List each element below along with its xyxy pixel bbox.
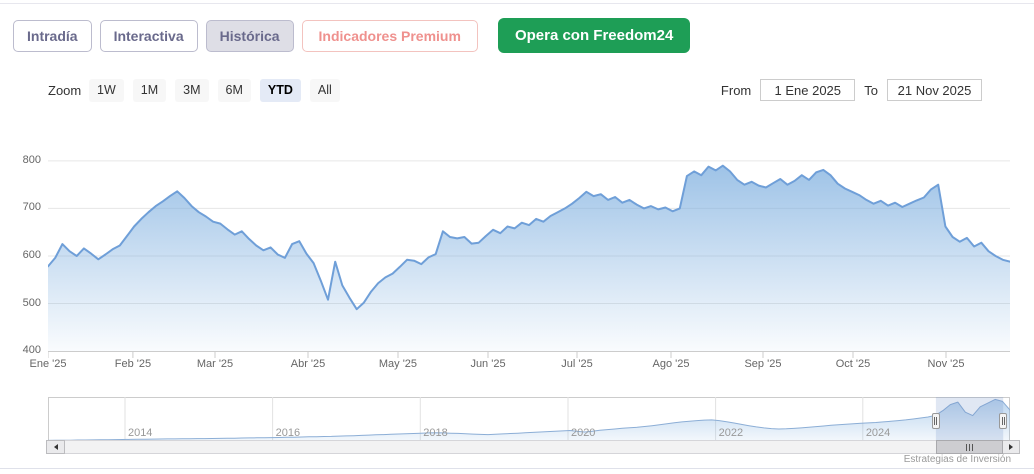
grip-icon xyxy=(1003,417,1005,425)
price-line xyxy=(48,164,1010,311)
y-axis-label: 600 xyxy=(22,248,41,261)
tab-indicadores-premium[interactable]: Indicadores Premium xyxy=(301,19,478,52)
main-price-chart[interactable] xyxy=(48,130,1010,359)
scrollbar-right-button[interactable] xyxy=(1001,440,1020,454)
navigator-chart[interactable] xyxy=(48,397,1010,443)
to-label: To xyxy=(864,82,878,98)
x-axis-label: Jul '25 xyxy=(561,358,593,370)
navigator-year-label: 2014 xyxy=(127,427,153,439)
navigator-right-handle[interactable] xyxy=(999,413,1008,429)
navigator-year-label: 2016 xyxy=(275,427,301,439)
to-date-input[interactable] xyxy=(887,79,982,101)
tab-intradia[interactable]: Intradía xyxy=(13,19,92,52)
grip-icon xyxy=(1001,417,1003,425)
navigator-year-label: 2024 xyxy=(865,427,891,439)
zoom-ytd-button[interactable]: YTD xyxy=(259,79,301,102)
x-axis-label: Ago '25 xyxy=(652,358,690,370)
navigator-year-label: 2022 xyxy=(718,427,744,439)
navigator-left-handle[interactable] xyxy=(931,413,940,429)
scroll-right-icon xyxy=(1008,444,1013,450)
x-axis-label: Jun '25 xyxy=(470,358,506,370)
zoom-1w-button[interactable]: 1W xyxy=(89,79,124,102)
x-axis-label: Ene '25 xyxy=(29,358,67,370)
navigator-area-fill xyxy=(48,399,1010,442)
grip-icon xyxy=(934,417,936,425)
x-axis-label: Oct '25 xyxy=(835,358,871,370)
freedom24-button[interactable]: Opera con Freedom24 xyxy=(497,18,691,53)
navigator-year-label: 2018 xyxy=(423,427,448,439)
y-axis-label: 700 xyxy=(22,201,41,214)
grip-icon xyxy=(969,443,970,451)
bottom-divider xyxy=(0,468,1034,469)
area-series-fill xyxy=(48,165,1010,352)
grip-icon xyxy=(972,443,973,451)
y-axis-label: 500 xyxy=(22,296,41,309)
navigator-year-label: 2020 xyxy=(570,427,596,439)
tab-historica[interactable]: Histórica xyxy=(205,19,294,52)
zoom-1m-button[interactable]: 1M xyxy=(132,79,167,102)
chart-tabs: Intradía Interactiva Histórica Indicador… xyxy=(13,18,691,53)
zoom-3m-button[interactable]: 3M xyxy=(175,79,209,102)
x-axis-label: Nov '25 xyxy=(927,358,965,370)
from-label: From xyxy=(720,82,752,98)
scrollbar-left-button[interactable] xyxy=(46,440,65,454)
y-axis-label: 800 xyxy=(22,153,41,166)
x-axis-label: Sep '25 xyxy=(744,358,782,370)
x-axis-label: Abr '25 xyxy=(290,358,326,370)
scrollbar-thumb[interactable] xyxy=(936,440,1003,454)
zoom-all-button[interactable]: All xyxy=(309,79,340,102)
grip-icon xyxy=(936,417,938,425)
zoom-6m-button[interactable]: 6M xyxy=(217,79,251,102)
grip-icon xyxy=(966,443,967,451)
x-axis-label: Feb '25 xyxy=(114,358,152,370)
x-axis-label: Mar '25 xyxy=(196,358,234,370)
watermark: Estrategias de Inversión xyxy=(903,454,1011,465)
tab-interactiva[interactable]: Interactiva xyxy=(99,19,198,52)
date-range-controls: From To xyxy=(721,79,982,101)
scroll-left-icon xyxy=(53,444,58,450)
scrollbar-track[interactable] xyxy=(46,440,1020,454)
navigator-line xyxy=(48,398,1010,441)
y-axis-label: 400 xyxy=(22,344,41,357)
from-date-input[interactable] xyxy=(760,79,856,101)
x-axis-label: May '25 xyxy=(378,358,418,370)
navigator-selection-mask[interactable] xyxy=(935,397,1004,442)
zoom-preset-buttons: 1W 1M 3M 6M YTD All xyxy=(89,79,340,102)
zoom-label: Zoom xyxy=(48,83,82,98)
top-divider xyxy=(0,3,1034,4)
